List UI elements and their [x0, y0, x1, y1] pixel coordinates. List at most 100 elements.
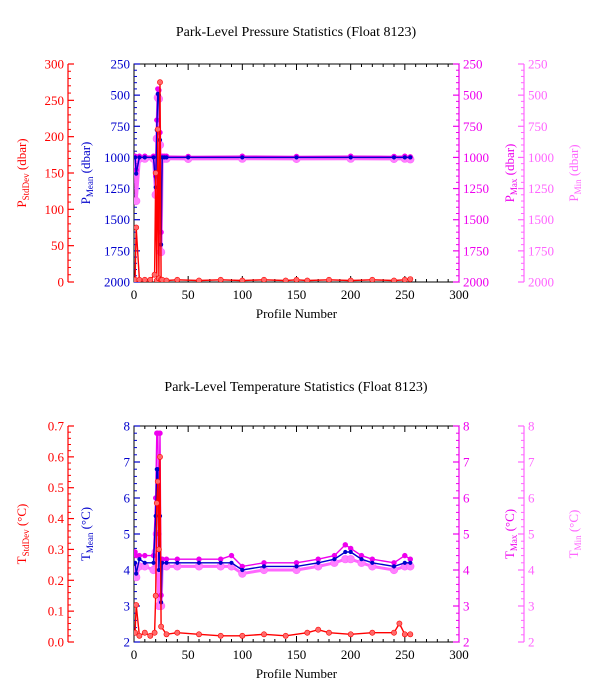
mean-axis-label-sub: Mean [85, 532, 95, 553]
mean-data-point [316, 560, 321, 565]
mean-data-point [348, 155, 353, 160]
min-tick-label: 4 [528, 563, 535, 578]
stddev-tick-label: 0 [58, 275, 65, 290]
series-layer [134, 79, 415, 282]
min-data-point [346, 555, 355, 564]
x-tick-label: 150 [287, 287, 307, 302]
min-axis-label-main: P [566, 194, 581, 201]
mean-data-point [294, 155, 299, 160]
stddev-data-point [407, 276, 414, 282]
stddev-data-point [391, 629, 397, 636]
stddev-tick-label: 100 [45, 202, 65, 217]
mean-data-point [391, 564, 397, 569]
x-tick-label: 200 [341, 647, 361, 662]
stddev-data-point [261, 276, 267, 282]
stddev-data-point [217, 276, 224, 282]
stddev-data-point [141, 629, 148, 636]
max-axis-label-unit: (°C) [502, 509, 517, 535]
stddev-data-point [261, 631, 267, 638]
min-tick-label: 750 [528, 119, 548, 134]
min-tick-label: 1250 [528, 181, 554, 196]
stddev-axis-label: PStdDev (dbar) [14, 138, 31, 207]
stddev-axis-label-unit: (°C) [14, 504, 29, 530]
stddev-tick-label: 150 [45, 166, 65, 181]
mean-tick-label: 2 [124, 635, 131, 650]
stddev-data-point [151, 629, 158, 636]
stddev-data-point [239, 632, 246, 639]
mean-axis-label-sub: Mean [85, 176, 95, 197]
mean-data-point [240, 567, 245, 573]
stddev-tick-label: 0.3 [48, 542, 64, 557]
max-tick-label: 750 [463, 119, 483, 134]
mean-data-point [142, 560, 147, 565]
min-axis-label-sub: Min [573, 179, 583, 195]
mean-axis-label-unit: (°C) [78, 507, 93, 533]
stddev-data-point [154, 126, 161, 133]
mean-data-point [343, 549, 348, 555]
stddev-data-point [293, 276, 300, 282]
mean-data-point [402, 560, 407, 565]
max-axis-label-sub: Max [509, 534, 519, 551]
stddev-data-point [147, 632, 154, 639]
max-tick-label: 2000 [463, 275, 489, 290]
mean-data-point [186, 155, 191, 160]
mean-data-point [164, 155, 169, 160]
x-axis-label: Profile Number [256, 306, 338, 321]
mean-axis-label-main: T [78, 553, 93, 561]
x-tick-label: 250 [395, 647, 415, 662]
max-tick-label: 1250 [463, 181, 489, 196]
stddev-data-point [163, 631, 170, 638]
x-tick-label: 150 [287, 647, 307, 662]
max-axis-label-unit: (dbar) [502, 144, 517, 179]
stddev-tick-label: 300 [45, 57, 65, 72]
mean-data-point [332, 557, 337, 562]
max-data-point [228, 552, 235, 559]
min-tick-label: 6 [528, 491, 535, 506]
stddev-data-point [196, 277, 202, 282]
min-data-point [134, 196, 141, 206]
max-data-point [402, 552, 408, 559]
max-tick-label: 500 [463, 88, 483, 103]
min-tick-label: 250 [528, 57, 548, 72]
x-tick-label: 300 [449, 647, 469, 662]
stddev-data-point [239, 277, 246, 282]
mean-data-point [408, 560, 413, 565]
max-data-point [142, 552, 148, 559]
max-tick-label: 6 [463, 491, 470, 506]
x-tick-label: 100 [233, 647, 253, 662]
mean-data-point [134, 560, 138, 565]
mean-data-point [261, 564, 267, 569]
max-axis-label-main: P [502, 195, 517, 202]
mean-data-point [229, 560, 234, 565]
max-tick-label: 1750 [463, 243, 489, 258]
stddev-data-point [151, 271, 158, 278]
mean-tick-label: 1000 [104, 150, 130, 165]
stddev-tick-label: 200 [45, 129, 65, 144]
mean-axis-label-unit: (dbar) [78, 142, 93, 177]
mean-tick-label: 1250 [104, 181, 130, 196]
stddev-data-point [369, 629, 376, 636]
mean-data-point [196, 560, 202, 565]
mean-data-point [134, 155, 138, 160]
max-axis-label-sub: Max [509, 178, 519, 195]
stddev-data-point [141, 276, 148, 282]
mean-data-point [391, 155, 397, 160]
stddev-data-point [282, 277, 289, 282]
mean-tick-label: 1750 [104, 243, 130, 258]
x-tick-label: 300 [449, 287, 469, 302]
mean-tick-label: 4 [124, 563, 131, 578]
mean-data-point [294, 564, 299, 569]
min-axis-label: TMin (°C) [566, 510, 583, 559]
stddev-data-point [315, 626, 322, 633]
stddev-axis-label-main: T [14, 556, 29, 564]
max-data-point [157, 430, 163, 436]
stddev-tick-label: 250 [45, 93, 65, 108]
mean-data-point [134, 571, 139, 576]
stddev-axis-label: TStdDev (°C) [14, 504, 31, 565]
stddev-data-point [152, 170, 159, 176]
mean-data-point [134, 171, 139, 176]
max-tick-label: 1500 [463, 212, 489, 227]
mean-data-point [142, 155, 147, 160]
mean-tick-label: 750 [111, 119, 131, 134]
stddev-data-point [347, 631, 354, 638]
